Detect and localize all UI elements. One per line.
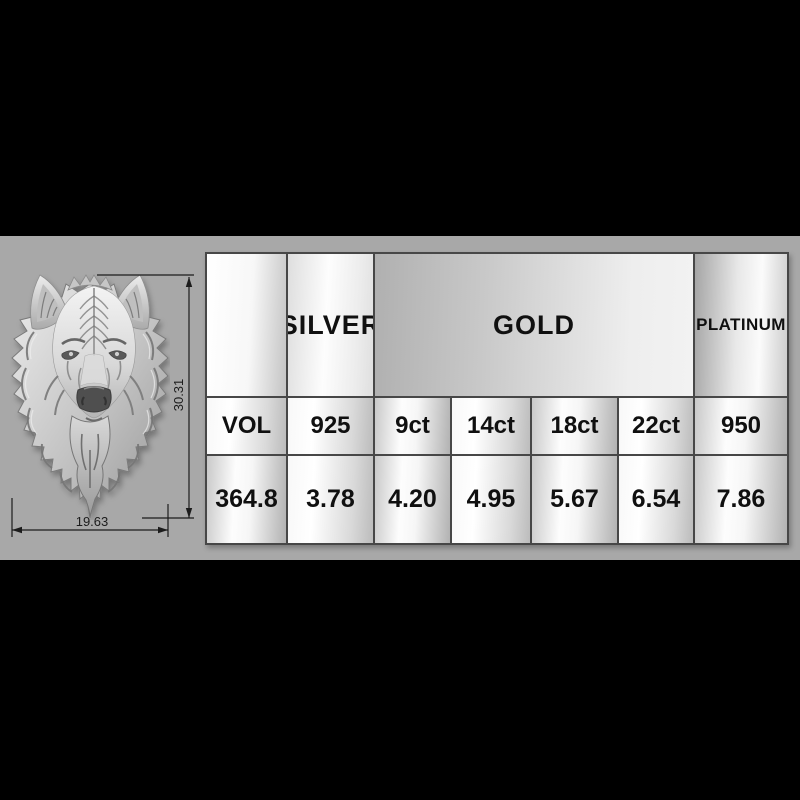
metal-weight-table: SILVER GOLD PLATINUM VOL 925 9ct 14ct 18… bbox=[205, 252, 789, 545]
wolf-face bbox=[44, 285, 144, 427]
spec-cell-925: 925 bbox=[288, 398, 373, 454]
value-cell-platinum: 7.86 bbox=[695, 456, 787, 543]
spec-cell-9ct: 9ct bbox=[375, 398, 450, 454]
wolf-eyes bbox=[61, 350, 127, 360]
spec-cell-18ct: 18ct bbox=[532, 398, 617, 454]
width-dimension-label: 19.63 bbox=[76, 514, 109, 529]
dimension-lines bbox=[11, 274, 194, 537]
header-cell-silver: SILVER bbox=[288, 254, 373, 396]
wolf-head-group bbox=[11, 274, 169, 519]
header-cell-empty bbox=[207, 254, 286, 396]
value-cell-18ct: 5.67 bbox=[532, 456, 617, 543]
spec-cell-950: 950 bbox=[695, 398, 787, 454]
letterbox-bottom bbox=[0, 560, 800, 800]
header-cell-platinum: PLATINUM bbox=[695, 254, 787, 396]
mane-highlights bbox=[24, 333, 156, 435]
value-cell-14ct: 4.95 bbox=[452, 456, 530, 543]
value-cell-9ct: 4.20 bbox=[375, 456, 450, 543]
header-cell-gold: GOLD bbox=[375, 254, 693, 396]
mane-fur-strokes bbox=[21, 331, 159, 493]
spec-cell-vol: VOL bbox=[207, 398, 286, 454]
letterbox-top bbox=[0, 0, 800, 236]
dimension-arrows bbox=[12, 277, 193, 534]
dimension-overlay: 30.31 19.63 bbox=[11, 274, 194, 537]
spec-cell-22ct: 22ct bbox=[619, 398, 693, 454]
value-cell-volume: 364.8 bbox=[207, 456, 286, 543]
wolf-head-figure bbox=[11, 274, 169, 519]
wolf-nose bbox=[76, 386, 112, 413]
content-band: 30.31 19.63 SILVER GOLD PLATINUM VOL 925… bbox=[0, 236, 800, 560]
crown-tuft bbox=[67, 274, 113, 291]
spec-cell-14ct: 14ct bbox=[452, 398, 530, 454]
height-dimension-label: 30.31 bbox=[171, 379, 186, 412]
value-cell-22ct: 6.54 bbox=[619, 456, 693, 543]
value-cell-silver: 3.78 bbox=[288, 456, 373, 543]
beard-strokes bbox=[80, 433, 100, 488]
